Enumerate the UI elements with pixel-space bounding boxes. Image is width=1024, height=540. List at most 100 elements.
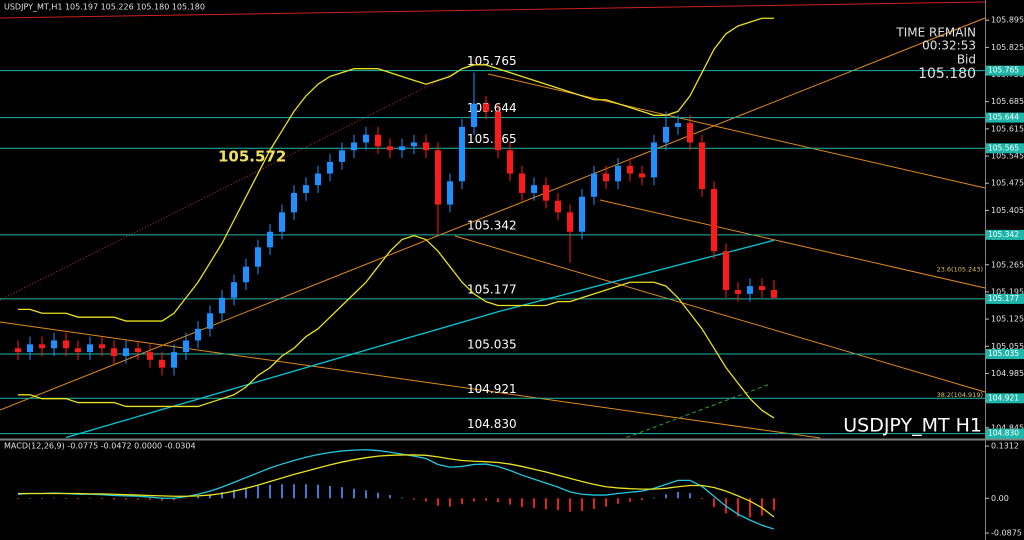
histogram-bar xyxy=(149,498,151,500)
candle-body xyxy=(687,123,693,143)
y-tick-label: -0.0875 xyxy=(991,529,1022,538)
histogram-bar xyxy=(413,498,415,500)
candle-body xyxy=(75,348,81,353)
candle-body xyxy=(651,142,657,178)
candle-body xyxy=(399,146,405,151)
histogram-bar xyxy=(341,487,343,499)
histogram-bar xyxy=(233,489,235,499)
price-box-label: 105.644 xyxy=(988,113,1019,122)
histogram-bar xyxy=(641,498,643,501)
candle-body xyxy=(591,173,597,197)
candle-body xyxy=(387,146,393,151)
histogram-bar xyxy=(245,487,247,499)
y-tick-label: 105.055 xyxy=(991,342,1024,351)
histogram-bar xyxy=(773,498,775,511)
histogram-bar xyxy=(665,494,667,499)
candle-body xyxy=(207,313,213,329)
histogram-bar xyxy=(689,493,691,499)
price-box-label: 105.765 xyxy=(988,66,1019,75)
candle-body xyxy=(723,251,729,290)
histogram-bar xyxy=(473,498,475,502)
candle-body xyxy=(771,289,777,298)
level-label: 105.644 xyxy=(467,101,517,115)
candle-body xyxy=(747,286,753,294)
chart-header: USDJPY_MT,H1 105.197 105.226 105.180 105… xyxy=(4,3,205,12)
level-label: 105.342 xyxy=(467,218,517,232)
candle-body xyxy=(531,185,537,193)
candle-body xyxy=(183,340,189,353)
y-tick-label: 105.265 xyxy=(991,260,1024,269)
candle-body xyxy=(243,266,249,283)
trendline xyxy=(0,59,481,301)
trendlines xyxy=(0,1,986,441)
candle-body xyxy=(699,142,705,190)
level-label: 105.035 xyxy=(467,338,517,352)
macd-header: MACD(12,26,9) -0.0775 -0.0472 0.0000 -0.… xyxy=(4,442,196,451)
bid-price: 105.180 xyxy=(918,66,976,82)
histogram-bar xyxy=(521,498,523,507)
candle-body xyxy=(483,103,489,112)
candle-body xyxy=(363,134,369,143)
y-tick-label: 105.825 xyxy=(991,43,1024,52)
histogram-bar xyxy=(509,498,511,505)
histogram-bar xyxy=(461,498,463,505)
histogram-bar xyxy=(53,497,55,499)
histogram-bar xyxy=(581,498,583,511)
candle-body xyxy=(627,165,633,174)
candle-body xyxy=(51,340,57,349)
histogram-bar xyxy=(557,498,559,511)
level-label: 105.177 xyxy=(467,282,517,296)
candle-body xyxy=(675,123,681,127)
candle-body xyxy=(267,231,273,248)
macd-line xyxy=(18,454,775,518)
histogram-bar xyxy=(65,498,67,499)
histogram-bar xyxy=(29,498,31,499)
candle-body xyxy=(507,150,513,174)
trendline xyxy=(0,17,986,411)
candle-body xyxy=(735,289,741,294)
histogram-bar xyxy=(761,498,763,516)
candle-body xyxy=(435,150,441,205)
candle-body xyxy=(171,352,177,368)
info-text: TIME REMAIN xyxy=(895,26,976,40)
histogram-bar xyxy=(137,498,139,500)
price-box xyxy=(986,229,1024,240)
price-box xyxy=(986,143,1024,154)
y-tick-label: 104.845 xyxy=(991,423,1024,432)
indicator-line xyxy=(65,239,775,439)
fib-label: 23.6(105.243) xyxy=(937,265,983,273)
y-tick-label: 105.195 xyxy=(991,287,1024,296)
histogram-bar xyxy=(185,498,187,499)
trendline xyxy=(599,199,986,289)
candle-body xyxy=(147,352,153,360)
histogram-bar xyxy=(353,488,355,499)
histogram-bar xyxy=(653,497,655,499)
histogram-bar xyxy=(101,498,103,500)
price-annotation: 105.572 xyxy=(218,148,286,166)
histogram-bar xyxy=(161,498,163,501)
candle-body xyxy=(219,297,225,314)
candle-body xyxy=(663,126,669,143)
histogram-bar xyxy=(293,484,295,499)
candle-body xyxy=(351,142,357,151)
candle-body xyxy=(39,344,45,349)
histogram-bar xyxy=(737,498,739,517)
histogram-bar xyxy=(533,498,535,509)
histogram-bar xyxy=(329,485,331,499)
y-tick-label: 105.615 xyxy=(991,124,1024,133)
y-tick-label: 105.475 xyxy=(991,179,1024,188)
candle-body xyxy=(111,348,117,356)
histogram-bar xyxy=(281,484,283,499)
candle-body xyxy=(411,142,417,147)
candle-body xyxy=(195,328,201,341)
trendline xyxy=(454,235,986,393)
info-text: Bid xyxy=(957,53,976,67)
histogram-bar xyxy=(209,494,211,499)
candle-body xyxy=(159,359,165,368)
fib-label: 38.2(104.919) xyxy=(937,391,983,399)
candle-body xyxy=(543,185,549,201)
candle-body xyxy=(555,200,561,213)
histogram-bar xyxy=(569,498,571,512)
y-tick-label: 105.125 xyxy=(991,315,1024,324)
